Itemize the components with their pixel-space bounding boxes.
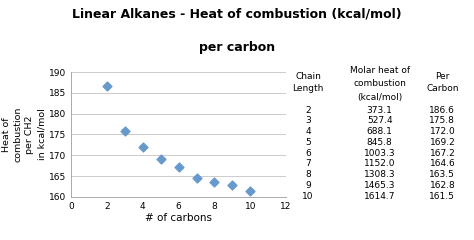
Text: 845.8: 845.8 bbox=[367, 138, 392, 147]
Point bbox=[210, 180, 218, 184]
Point bbox=[193, 176, 201, 180]
Text: Length: Length bbox=[292, 84, 324, 94]
Text: 6: 6 bbox=[305, 149, 311, 158]
Point bbox=[139, 145, 146, 149]
Text: 7: 7 bbox=[305, 159, 311, 168]
Text: Chain: Chain bbox=[295, 72, 321, 81]
Text: (kcal/mol): (kcal/mol) bbox=[357, 93, 402, 102]
Text: Molar heat of: Molar heat of bbox=[350, 66, 410, 75]
Y-axis label: Heat of
combustion
per CH2
in kcal/mol: Heat of combustion per CH2 in kcal/mol bbox=[2, 107, 46, 162]
Text: 3: 3 bbox=[305, 116, 311, 126]
Text: Linear Alkanes - Heat of combustion (kcal/mol): Linear Alkanes - Heat of combustion (kca… bbox=[72, 7, 402, 20]
Point bbox=[103, 84, 111, 88]
Text: 167.2: 167.2 bbox=[429, 149, 455, 158]
X-axis label: # of carbons: # of carbons bbox=[145, 213, 212, 223]
Text: 5: 5 bbox=[305, 138, 311, 147]
Point bbox=[175, 165, 182, 169]
Text: 163.5: 163.5 bbox=[429, 170, 456, 179]
Text: 1308.3: 1308.3 bbox=[364, 170, 395, 179]
Text: 1152.0: 1152.0 bbox=[364, 159, 395, 168]
Text: 1465.3: 1465.3 bbox=[364, 181, 395, 190]
Point bbox=[157, 157, 164, 161]
Text: Per: Per bbox=[435, 72, 449, 81]
Text: 164.6: 164.6 bbox=[429, 159, 455, 168]
Text: per carbon: per carbon bbox=[199, 41, 275, 54]
Text: 162.8: 162.8 bbox=[429, 181, 455, 190]
Point bbox=[121, 129, 128, 133]
Text: 688.1: 688.1 bbox=[367, 127, 392, 136]
Text: 172.0: 172.0 bbox=[429, 127, 455, 136]
Text: 9: 9 bbox=[305, 181, 311, 190]
Text: combustion: combustion bbox=[353, 79, 406, 89]
Text: 4: 4 bbox=[305, 127, 311, 136]
Text: 175.8: 175.8 bbox=[429, 116, 456, 126]
Text: 527.4: 527.4 bbox=[367, 116, 392, 126]
Text: 10: 10 bbox=[302, 192, 314, 201]
Text: 373.1: 373.1 bbox=[367, 106, 392, 115]
Text: 2: 2 bbox=[305, 106, 311, 115]
Text: 169.2: 169.2 bbox=[429, 138, 455, 147]
Text: 1614.7: 1614.7 bbox=[364, 192, 395, 201]
Text: 186.6: 186.6 bbox=[429, 106, 456, 115]
Text: 161.5: 161.5 bbox=[429, 192, 456, 201]
Text: Carbon: Carbon bbox=[426, 84, 459, 94]
Text: 8: 8 bbox=[305, 170, 311, 179]
Point bbox=[228, 183, 236, 187]
Text: 1003.3: 1003.3 bbox=[364, 149, 395, 158]
Point bbox=[246, 189, 254, 192]
